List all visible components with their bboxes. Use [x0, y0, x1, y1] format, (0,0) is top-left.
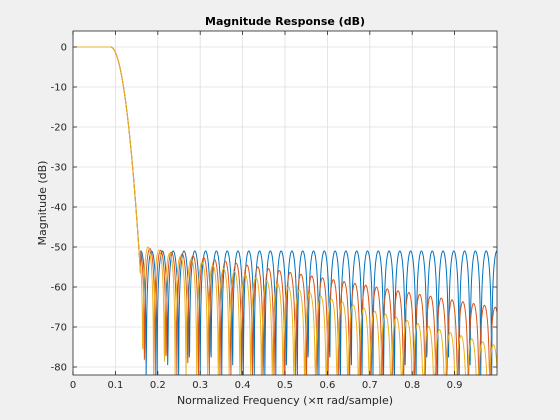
y-tick-label: -70	[51, 323, 67, 334]
y-tick-label: -40	[51, 203, 67, 214]
x-tick-label: 0.2	[150, 380, 166, 391]
x-tick-label: 0.8	[404, 380, 420, 391]
x-tick-label: 0.1	[107, 380, 123, 391]
chart-title: Magnitude Response (dB)	[205, 15, 365, 28]
x-axis-label: Normalized Frequency (×π rad/sample)	[177, 394, 393, 407]
x-tick-label: 0	[70, 380, 76, 391]
series-line-3	[73, 46, 498, 376]
x-tick-label: 0.7	[362, 380, 378, 391]
x-tick-label: 0.4	[235, 380, 251, 391]
y-axis-label: Magnitude (dB)	[36, 161, 49, 246]
axis-ticks: 0 0.1 0.2 0.3 0.4 0.5 0.6 0.7 0.8 0.9 0 -10 -20 -30 -4…	[51, 31, 497, 391]
x-tick-label: 0.6	[319, 380, 335, 391]
x-tick-label: 0.5	[277, 380, 293, 391]
y-tick-label: -80	[51, 363, 67, 374]
x-tick-label: 0.9	[447, 380, 463, 391]
y-tick-label: 0	[61, 43, 67, 54]
y-tick-label: -30	[51, 163, 67, 174]
y-tick-label: -10	[51, 83, 67, 94]
grid	[73, 31, 497, 375]
x-tick-label: 0.3	[192, 380, 208, 391]
y-tick-label: -60	[51, 283, 67, 294]
series-line-1	[73, 46, 498, 376]
y-tick-label: -20	[51, 123, 67, 134]
y-tick-label: -50	[51, 243, 67, 254]
